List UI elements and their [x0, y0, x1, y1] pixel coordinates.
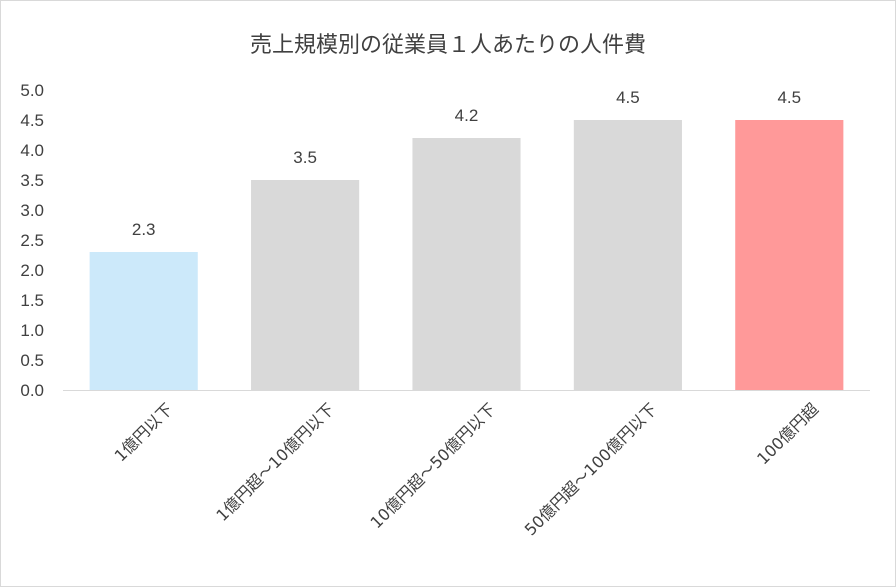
y-tick-label: 1.5 — [20, 291, 44, 310]
x-tick-label: 1億円以下 — [111, 399, 177, 465]
bars — [89, 120, 844, 390]
y-tick-label: 4.0 — [20, 141, 44, 160]
x-tick-label: 50億円超～100億円以下 — [521, 399, 661, 539]
data-labels: 2.3 3.5 4.2 4.5 4.5 — [132, 88, 801, 239]
data-label: 3.5 — [293, 148, 317, 167]
data-label: 4.5 — [777, 88, 801, 107]
bar — [573, 120, 682, 390]
y-tick-label: 3.0 — [20, 201, 44, 220]
x-tick-label: 1億円超～10億円以下 — [212, 399, 338, 525]
y-tick-label: 1.0 — [20, 321, 44, 340]
x-axis: 1億円以下 1億円超～10億円以下 10億円超～50億円以下 50億円超～100億円以… — [111, 399, 822, 539]
y-axis: 0.0 0.5 1.0 1.5 2.0 2.5 3.0 3.5 4.0 4.5 5.0 — [20, 81, 44, 400]
bar — [251, 180, 360, 390]
y-tick-label: 0.5 — [20, 351, 44, 370]
y-tick-label: 3.5 — [20, 171, 44, 190]
data-label: 2.3 — [132, 220, 156, 239]
y-tick-label: 2.5 — [20, 231, 44, 250]
y-tick-label: 0.0 — [20, 381, 44, 400]
x-tick-label: 10億円超～50億円以下 — [367, 399, 500, 532]
data-label: 4.5 — [616, 88, 640, 107]
bar — [89, 252, 198, 390]
bar — [412, 138, 521, 390]
y-tick-label: 2.0 — [20, 261, 44, 280]
x-tick-label: 100億円超 — [753, 399, 822, 468]
y-tick-label: 4.5 — [20, 111, 44, 130]
chart-title: 売上規模別の従業員１人あたりの人件費 — [250, 33, 646, 58]
y-tick-label: 5.0 — [20, 81, 44, 100]
data-label: 4.2 — [455, 106, 479, 125]
bar — [735, 120, 844, 390]
